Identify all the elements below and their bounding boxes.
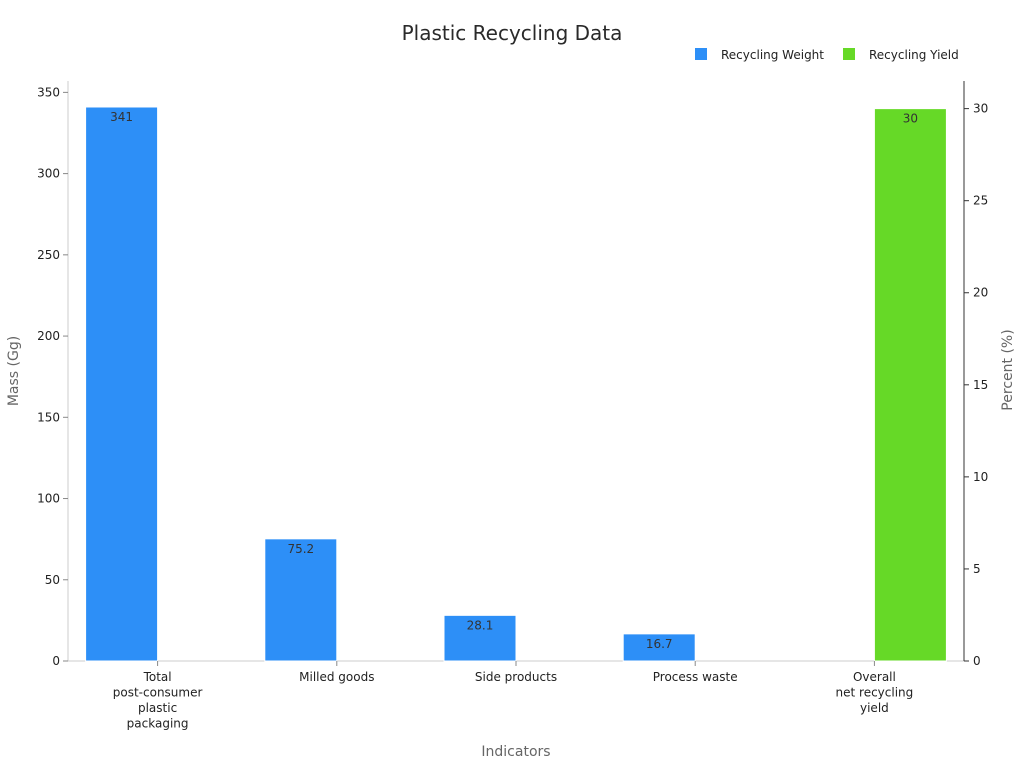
bar — [85, 106, 159, 662]
left-y-tick-label: 150 — [37, 410, 60, 424]
legend-label: Recycling Yield — [869, 48, 959, 62]
chart-title: Plastic Recycling Data — [402, 21, 623, 45]
left-y-tick-label: 100 — [37, 492, 60, 506]
left-y-tick-label: 50 — [45, 573, 60, 587]
left-y-tick-label: 350 — [37, 85, 60, 99]
bar-value-label: 30 — [903, 112, 918, 126]
bar — [264, 538, 338, 662]
bar-data-labels: 341 75.2 28.1 16.7 30 — [110, 110, 918, 651]
right-y-tick-label: 15 — [973, 378, 988, 392]
bar — [873, 108, 947, 662]
x-tick-label: Overall net recycling yield — [836, 670, 914, 715]
legend-swatch — [843, 48, 855, 60]
left-y-axis-title: Mass (Gg) — [6, 336, 22, 406]
right-y-tick-label: 30 — [973, 102, 988, 116]
legend-label: Recycling Weight — [721, 48, 824, 62]
x-axis-title: Indicators — [481, 744, 550, 760]
category-labels: Total post-consumer plastic packaging Milled… — [113, 661, 914, 731]
x-tick-label: Total post-consumer plastic packaging — [113, 670, 203, 731]
x-tick-label: Milled goods — [299, 670, 374, 684]
left-y-tick-label: 0 — [52, 654, 60, 668]
left-y-tick-label: 300 — [37, 167, 60, 181]
bar — [622, 633, 696, 662]
right-y-tick-label: 5 — [973, 562, 981, 576]
right-y-ticks: 0 5 10 15 20 25 30 — [964, 102, 988, 668]
x-tick-label: Process waste — [653, 670, 738, 684]
bar — [443, 614, 517, 662]
right-y-tick-label: 25 — [973, 194, 988, 208]
x-tick-label: Side products — [475, 670, 557, 684]
left-y-tick-label: 200 — [37, 329, 60, 343]
bar-value-label: 16.7 — [646, 637, 673, 651]
right-y-axis-title: Percent (%) — [1000, 329, 1016, 410]
right-y-tick-label: 0 — [973, 654, 981, 668]
legend: Recycling Weight Recycling Yield — [695, 48, 959, 62]
right-y-tick-label: 10 — [973, 470, 988, 484]
right-y-tick-label: 20 — [973, 286, 988, 300]
bar-value-label: 28.1 — [467, 618, 494, 632]
bar-value-label: 341 — [110, 110, 133, 124]
bar-value-label: 75.2 — [287, 542, 314, 556]
left-y-tick-label: 250 — [37, 248, 60, 262]
left-y-ticks: 0 50 100 150 200 250 300 350 — [37, 85, 68, 668]
bars — [85, 106, 947, 662]
legend-swatch — [695, 48, 707, 60]
